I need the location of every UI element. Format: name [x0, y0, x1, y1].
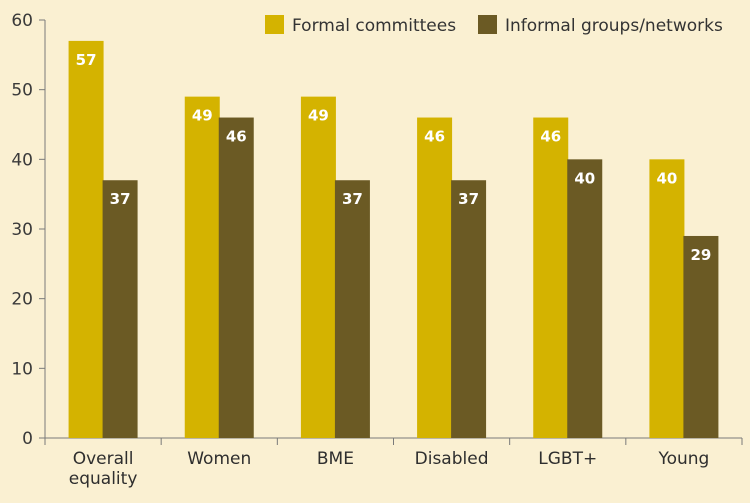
data-label: 40: [656, 169, 677, 187]
x-tick-label: Women: [187, 449, 251, 469]
x-tick-label: Disabled: [415, 449, 489, 469]
y-axis: 0 10 20 30 40 50 60: [11, 11, 46, 449]
data-label: 46: [424, 128, 445, 146]
bar-informal: [102, 180, 138, 438]
data-label: 37: [342, 190, 363, 208]
y-tick-label: 50: [11, 81, 33, 101]
legend-label: Informal groups/networks: [505, 16, 723, 36]
data-label: 37: [110, 190, 131, 208]
bar-formal: [533, 117, 569, 439]
y-tick-label: 0: [22, 429, 33, 449]
bar-informal: [334, 180, 370, 438]
bar-formal: [68, 40, 104, 439]
bar-informal: [683, 235, 719, 438]
bar-informal: [218, 117, 254, 439]
data-label: 49: [192, 107, 213, 125]
x-tick-label: BME: [317, 449, 354, 469]
legend-swatch: [478, 15, 497, 34]
y-tick-label: 40: [11, 150, 33, 170]
data-label: 29: [690, 246, 711, 264]
bar-formal: [300, 96, 336, 438]
bar-formal: [649, 159, 685, 439]
legend: Formal committees Informal groups/network…: [265, 15, 723, 36]
data-label: 40: [574, 169, 595, 187]
x-tick-label: Overall equality: [69, 449, 138, 489]
x-tick-label: LGBT+: [538, 449, 597, 469]
y-tick-label: 30: [11, 220, 33, 240]
data-label: 46: [226, 128, 247, 146]
y-tick-label: 10: [11, 359, 33, 379]
y-tick-label: 60: [11, 11, 33, 31]
x-axis: Overall equality Women BME Disabled LGBT+ Youn…: [44, 437, 743, 489]
y-tick-label: 20: [11, 290, 33, 310]
bar-formal: [417, 117, 453, 439]
bars: 57 49 49 46 46 40 37 46 37 37 40 29: [68, 40, 719, 439]
data-label: 46: [540, 128, 561, 146]
data-label: 49: [308, 107, 329, 125]
data-label: 57: [76, 51, 97, 69]
legend-swatch: [265, 15, 284, 34]
bar-informal: [567, 159, 603, 439]
data-label: 37: [458, 190, 479, 208]
bar-formal: [184, 96, 220, 438]
x-tick-label: Young: [657, 449, 709, 469]
bar-informal: [451, 180, 487, 438]
legend-label: Formal committees: [292, 16, 456, 36]
